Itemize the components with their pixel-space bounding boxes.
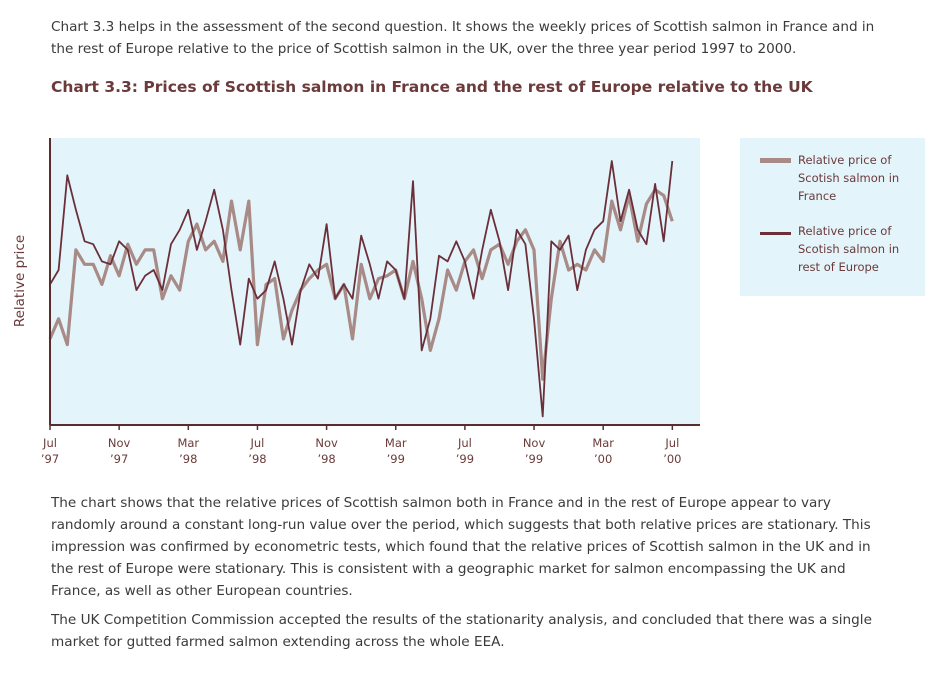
x-tick-year: ’97 [41,452,59,466]
x-tick-label: Mar [592,436,614,450]
legend-swatch [760,158,791,163]
y-axis-label: Relative price [12,235,28,327]
x-tick-year: ’99 [525,452,543,466]
x-tick-label: Jul [457,436,472,450]
body-paragraph: The chart shows that the relative prices… [51,495,871,599]
x-tick-label: Nov [523,436,546,450]
x-tick-label: Jul [42,436,57,450]
x-tick-label: Nov [315,436,338,450]
x-tick-label: Jul [664,436,679,450]
body-paragraph: The UK Competition Commission accepted t… [51,612,872,650]
x-tick-label: Mar [177,436,199,450]
x-tick-year: ’98 [179,452,197,466]
chart-title: Chart 3.3: Prices of Scottish salmon in … [51,78,813,96]
legend-label: Relative price of Scotish salmon in rest… [798,224,900,274]
x-tick-year: ’00 [594,452,612,466]
x-tick-year: ’99 [456,452,474,466]
x-tick-label: Mar [385,436,407,450]
x-tick-label: Nov [108,436,131,450]
x-tick-year: ’97 [110,452,128,466]
legend-label: Relative price of Scotish salmon in Fran… [798,153,900,203]
data-line [48,188,674,381]
x-tick-year: ’00 [663,452,681,466]
legend-swatch [760,232,791,235]
intro-paragraph: Chart 3.3 helps in the assessment of the… [51,19,875,57]
x-tick-label: Jul [250,436,265,450]
legend: Relative price of Scotish salmon in Fran… [740,138,925,296]
x-tick-year: ’98 [317,452,335,466]
x-tick-year: ’98 [248,452,266,466]
data-line [49,160,674,418]
x-tick-year: ’99 [387,452,405,466]
